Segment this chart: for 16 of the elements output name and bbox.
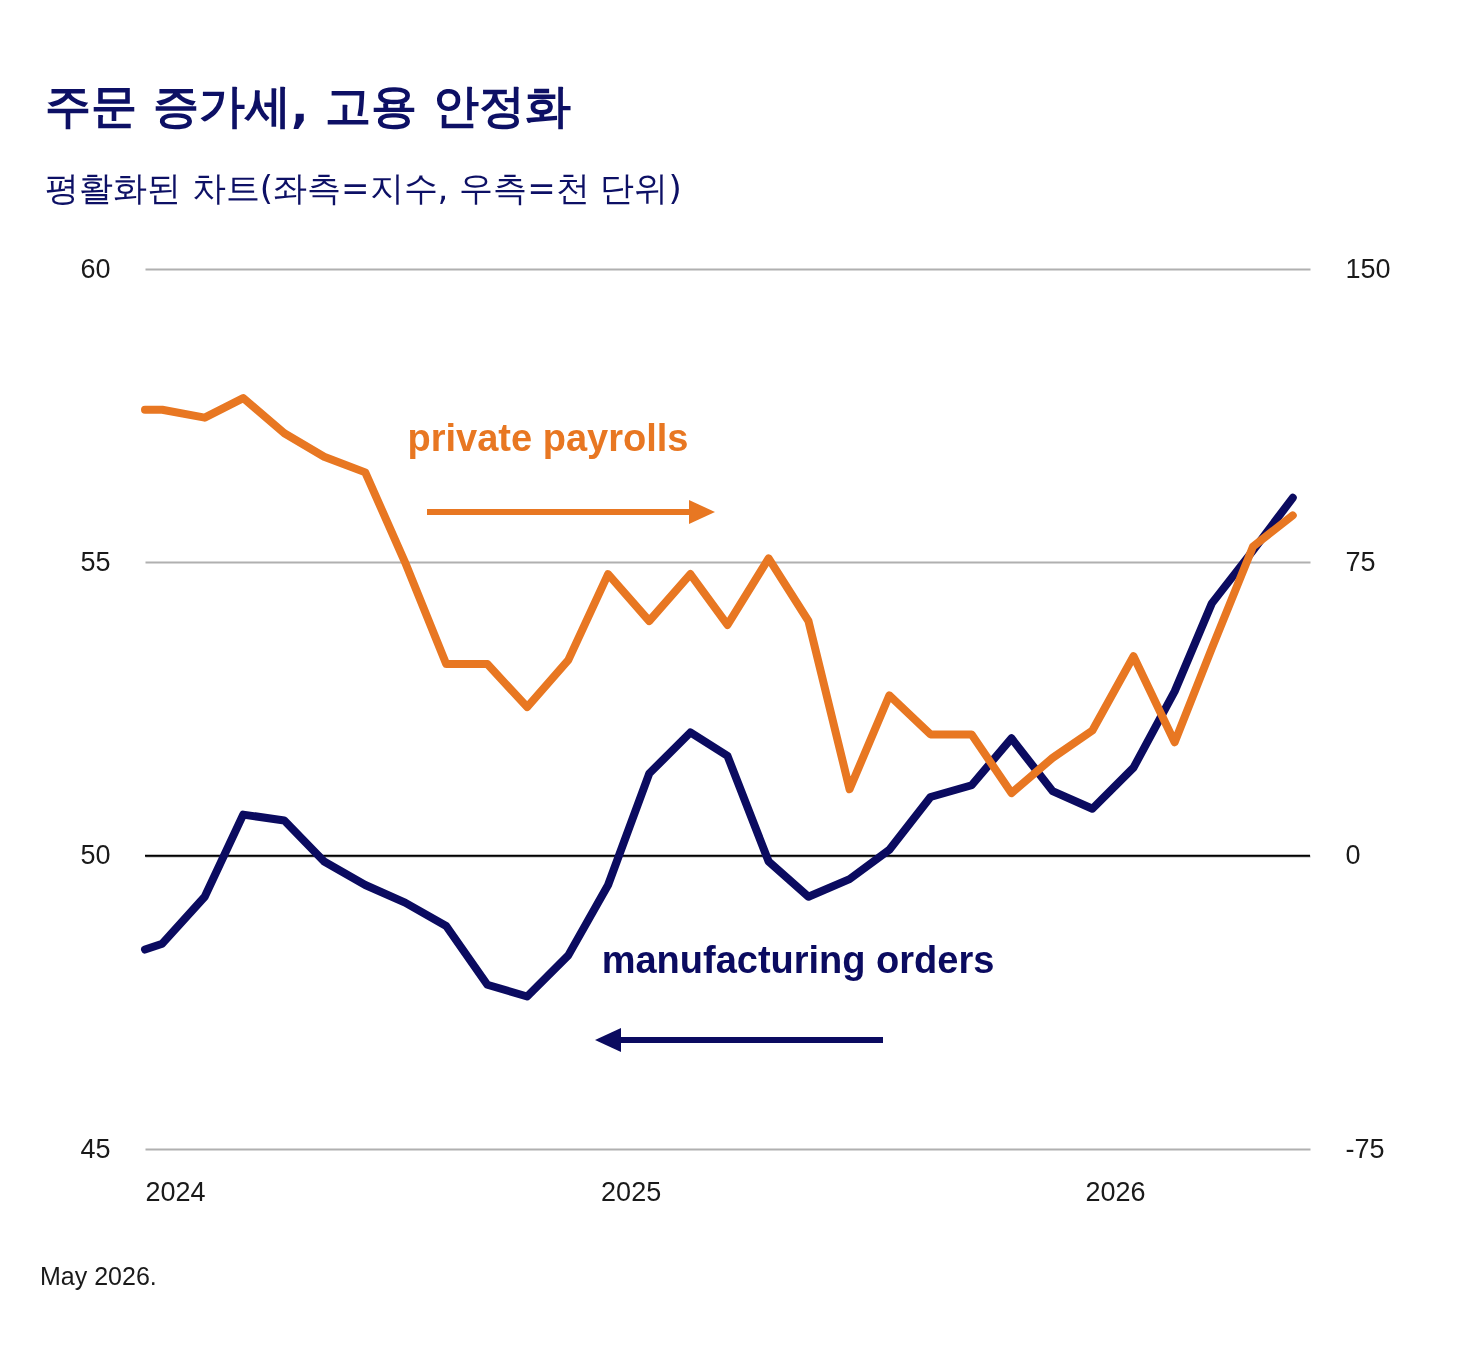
chart-subtitle: 평활화된 차트(좌측=지수, 우측=천 단위) bbox=[45, 167, 682, 210]
y2-tick-label: 0 bbox=[1345, 840, 1361, 871]
y-tick-label: 60 bbox=[80, 253, 111, 284]
x-tick-label: 2025 bbox=[601, 1176, 662, 1207]
series-label: manufacturing orders bbox=[601, 939, 995, 981]
y-tick-label: 55 bbox=[80, 546, 111, 577]
chart-title: 주문 증가세, 고용 안정화 bbox=[45, 78, 571, 135]
text: May 2026. bbox=[40, 1262, 157, 1291]
x-tick-label: 2026 bbox=[1085, 1176, 1146, 1207]
y2-tick-label: 75 bbox=[1345, 546, 1376, 577]
y-tick-label: 45 bbox=[80, 1133, 111, 1164]
y-tick-label: 50 bbox=[80, 840, 111, 871]
y2-tick-label: 150 bbox=[1345, 253, 1391, 284]
series-label: private payrolls bbox=[407, 417, 689, 459]
x-tick-label: 2024 bbox=[145, 1176, 206, 1207]
y2-tick-label: -75 bbox=[1345, 1133, 1385, 1164]
